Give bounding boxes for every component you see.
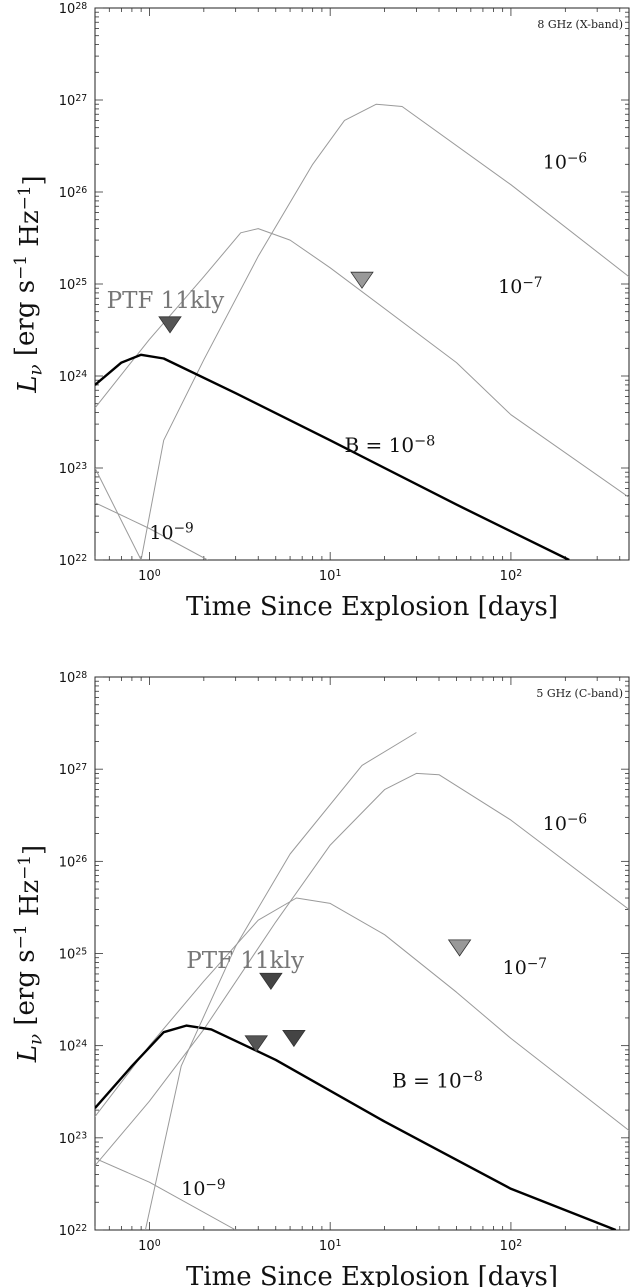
x-tick-label: 100 [138,568,161,584]
x-axis-title: Time Since Explosion [days] [186,592,558,622]
upper-limit-marker [282,1029,306,1048]
x-tick-label: 101 [319,1238,342,1254]
curve-annotation: PTF 11kly [107,288,225,314]
band-label: 8 GHz (X-band) [537,18,623,31]
y-tick-label: 1024 [59,369,87,385]
upper-limit-marker [158,316,182,334]
curve-annotation: 10−6 [543,812,587,835]
y-tick-label: 1028 [59,670,87,686]
axis-ticks [94,676,629,1231]
series-line [95,772,629,1166]
y-tick-label: 1023 [59,1131,87,1147]
y-tick-label: 1027 [59,762,87,778]
series-line [95,502,208,560]
series-line [144,732,417,1230]
x-tick-label: 102 [500,1238,523,1254]
y-tick-label: 1025 [59,277,87,293]
y-tick-label: 1022 [59,553,87,569]
y-tick-label: 1027 [59,93,87,109]
chart-x-band: 100 101 102 1022 1023 1024 1025 1026 1027 1028 10−… [10,1,630,622]
curve-annotation: PTF 11kly [186,948,304,974]
curve-annotation: B = 10−8 [392,1069,483,1093]
y-axis-title: Lν [erg s−1 Hz−1] [10,845,49,1063]
y-tick-label: 1028 [59,1,87,17]
curve-annotation: 10−9 [149,521,193,544]
curve-annotation: 10−7 [498,275,542,298]
y-tick-label: 1024 [59,1038,87,1054]
series-line [95,1157,236,1230]
upper-limit-marker [447,939,472,957]
y-tick-label: 1025 [59,946,87,962]
curve-annotation: 10−9 [181,1177,225,1200]
axis-ticks [94,7,629,561]
chart-c-band: 100 101 102 1022 1023 1024 1025 1026 1027 1028 10−… [10,670,630,1287]
upper-limit-marker [350,271,374,289]
series-group [95,732,629,1230]
y-axis-title: Lν [erg s−1 Hz−1] [10,175,49,393]
y-tick-label: 1023 [59,461,87,477]
upper-limit-marker [259,972,283,990]
series-line [95,353,570,560]
series-line [95,1024,617,1230]
x-tick-label: 100 [138,1238,161,1254]
x-tick-label: 101 [319,568,342,584]
band-label: 5 GHz (C-band) [536,687,623,700]
x-tick-label: 102 [500,568,523,584]
plot-frame [94,676,630,1231]
series-group [95,103,629,560]
series-line [95,103,629,560]
curve-annotation: 10−6 [543,150,587,173]
upper-limit-marker [244,1035,269,1053]
series-line [95,897,629,1131]
series-line [95,228,629,498]
curve-annotation: 10−7 [503,956,547,979]
y-tick-label: 1026 [59,185,87,201]
curve-annotation: B = 10−8 [344,433,435,457]
y-tick-label: 1026 [59,854,87,870]
y-tick-label: 1022 [59,1223,87,1239]
x-axis-title: Time Since Explosion [days] [186,1262,558,1287]
